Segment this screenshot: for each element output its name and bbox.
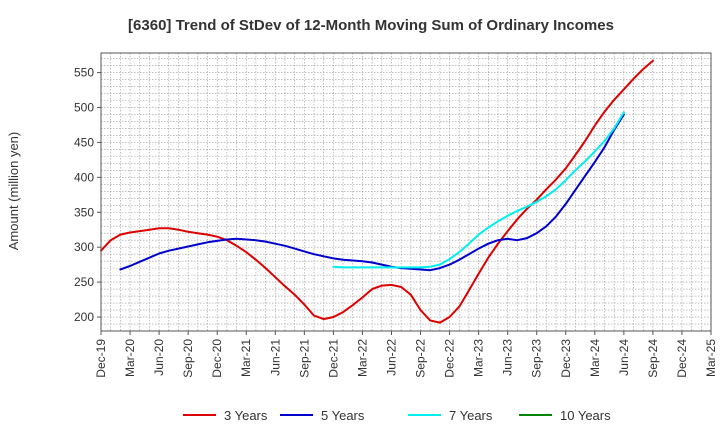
x-tick-label: Dec-21 [326,339,340,378]
legend: 3 Years 5 Years 7 Years 10 Years [183,408,611,423]
x-axis-ticks: Dec-19 Mar-20 Jun-20 Sep-20 Dec-20 Mar-21 Jun-… [94,331,718,378]
x-tick-label: Sep-20 [181,339,195,378]
y-tick-label: 250 [74,275,94,289]
chart-title: [6360] Trend of StDev of 12-Month Moving… [128,17,614,34]
x-tick-label: Jun-23 [501,339,515,376]
legend-label: 5 Years [321,408,365,423]
x-tick-label: Sep-24 [646,339,660,378]
grid [100,53,712,331]
x-tick-label: Dec-22 [443,339,457,378]
y-tick-label: 550 [74,66,94,80]
y-axis-label: Amount (million yen) [6,132,21,251]
legend-label: 10 Years [560,408,611,423]
x-tick-label: Jun-22 [384,339,398,376]
y-tick-label: 500 [74,100,94,114]
x-tick-label: Mar-25 [704,339,718,377]
y-tick-label: 200 [74,310,94,324]
x-tick-label: Mar-22 [355,339,369,377]
y-tick-label: 350 [74,205,94,219]
x-tick-label: Dec-24 [675,339,689,378]
x-tick-label: Dec-19 [94,339,108,378]
x-tick-label: Dec-23 [559,339,573,378]
x-tick-label: Jun-21 [268,339,282,376]
legend-label: 3 Years [224,408,268,423]
x-tick-label: Sep-21 [297,339,311,378]
plot-area-frame [100,52,712,332]
legend-label: 7 Years [449,408,493,423]
series-line-3-years [100,59,654,324]
y-tick-label: 400 [74,170,94,184]
x-tick-label: Mar-23 [472,339,486,377]
x-tick-label: Dec-20 [210,339,224,378]
x-tick-label: Mar-20 [123,339,137,377]
x-tick-label: Mar-21 [239,339,253,377]
x-tick-label: Mar-24 [588,339,602,377]
x-tick-label: Jun-20 [152,339,166,376]
x-tick-label: Sep-22 [414,339,428,378]
series-line-5-years [119,113,625,272]
series-group [100,59,654,324]
y-tick-label: 450 [74,135,94,149]
x-tick-label: Jun-24 [617,339,631,376]
x-tick-label: Sep-23 [530,339,544,378]
series-line-7-years [332,111,625,269]
y-tick-label: 300 [74,240,94,254]
y-axis-ticks: 200 250 300 350 400 450 500 550 [74,66,101,324]
